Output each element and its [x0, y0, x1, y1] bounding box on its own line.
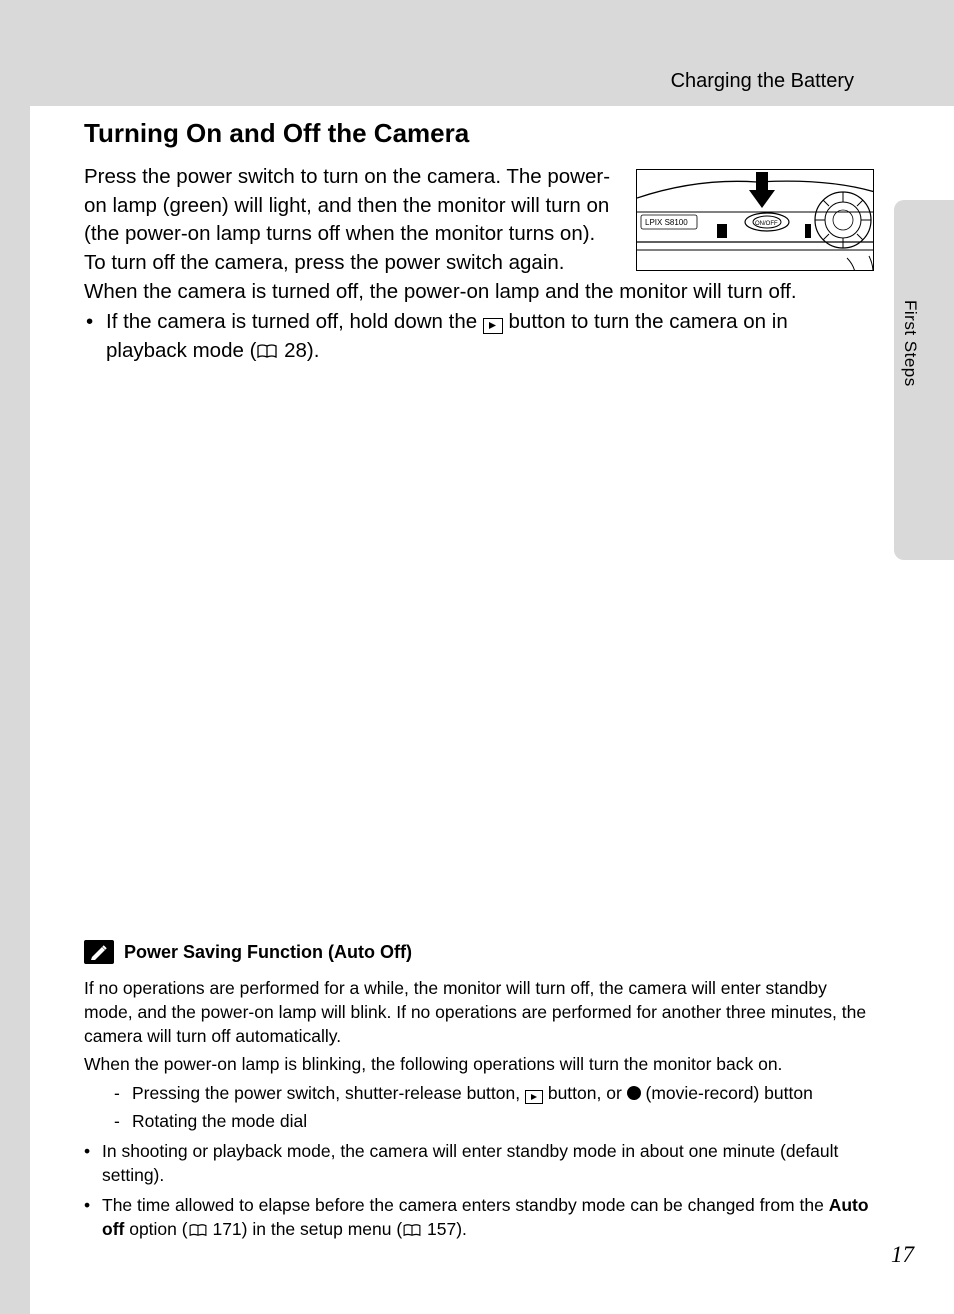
- bullet-marker: •: [84, 1139, 102, 1187]
- power-arrow-icon: [747, 172, 777, 210]
- bullet-marker: •: [84, 308, 106, 365]
- intro-block: LPIX S8100 ON/OFF: [84, 163, 874, 306]
- page-ref-icon: [256, 343, 278, 359]
- text-segment: 157).: [422, 1219, 467, 1239]
- dash-marker: -: [114, 1109, 132, 1133]
- page-ref-icon: [402, 1223, 422, 1237]
- text-segment: 28).: [278, 339, 319, 362]
- note-body: If no operations are performed for a whi…: [84, 976, 874, 1241]
- playback-button-icon: [525, 1090, 543, 1104]
- list-item: • The time allowed to elapse before the …: [84, 1193, 874, 1241]
- playback-button-icon: [483, 318, 503, 334]
- record-button-icon: [627, 1086, 641, 1100]
- text-segment: 171) in the setup menu (: [208, 1219, 403, 1239]
- list-item: • If the camera is turned off, hold down…: [84, 308, 874, 365]
- dash-list: - Pressing the power switch, shutter-rel…: [84, 1081, 874, 1133]
- svg-text:ON/OFF: ON/OFF: [755, 221, 778, 227]
- page-ref-icon: [188, 1223, 208, 1237]
- text-segment: Pressing the power switch, shutter-relea…: [132, 1083, 525, 1103]
- list-item: • In shooting or playback mode, the came…: [84, 1139, 874, 1187]
- dash-marker: -: [114, 1081, 132, 1105]
- note-header: Power Saving Function (Auto Off): [84, 940, 874, 964]
- manual-page: Charging the Battery First Steps Turning…: [0, 0, 954, 1314]
- list-item: - Pressing the power switch, shutter-rel…: [114, 1081, 874, 1105]
- page-number: 17: [891, 1242, 914, 1268]
- note-title: Power Saving Function (Auto Off): [124, 942, 412, 963]
- main-content: Turning On and Off the Camera LPIX S8100…: [84, 118, 874, 366]
- note-paragraph: When the power-on lamp is blinking, the …: [84, 1052, 874, 1076]
- list-item: - Rotating the mode dial: [114, 1109, 874, 1133]
- text-segment: (movie-record) button: [641, 1083, 813, 1103]
- page-title: Turning On and Off the Camera: [84, 118, 874, 149]
- dot-list: • In shooting or playback mode, the came…: [84, 1139, 874, 1242]
- list-item-text: Rotating the mode dial: [132, 1109, 307, 1133]
- bullet-marker: •: [84, 1193, 102, 1241]
- text-segment: The time allowed to elapse before the ca…: [102, 1195, 829, 1215]
- note-block: Power Saving Function (Auto Off) If no o…: [84, 940, 874, 1247]
- camera-illustration: LPIX S8100 ON/OFF: [636, 169, 874, 271]
- text-segment: option (: [124, 1219, 187, 1239]
- note-pencil-icon: [84, 940, 114, 964]
- list-item-text: If the camera is turned off, hold down t…: [106, 308, 874, 365]
- bullet-list: • If the camera is turned off, hold down…: [84, 308, 874, 365]
- chapter-tab-label: First Steps: [900, 300, 920, 387]
- left-margin-band: [0, 0, 30, 1314]
- camera-model-text: LPIX S8100: [645, 218, 688, 227]
- text-segment: If the camera is turned off, hold down t…: [106, 310, 483, 333]
- section-header: Charging the Battery: [671, 70, 854, 93]
- list-item-text: Pressing the power switch, shutter-relea…: [132, 1081, 813, 1105]
- list-item-text: The time allowed to elapse before the ca…: [102, 1193, 874, 1241]
- note-paragraph: If no operations are performed for a whi…: [84, 976, 874, 1048]
- text-segment: button, or: [543, 1083, 627, 1103]
- list-item-text: In shooting or playback mode, the camera…: [102, 1139, 874, 1187]
